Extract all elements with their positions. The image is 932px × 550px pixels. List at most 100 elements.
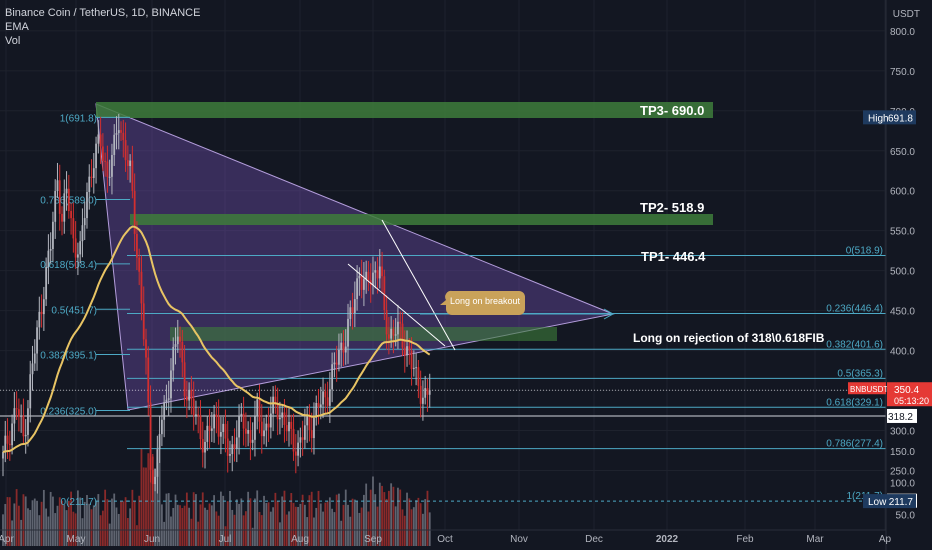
time-tick-label: Mar [806,534,824,545]
volume-bar [235,499,238,546]
candle-body [324,391,327,398]
volume-bar [408,498,411,546]
candle-body [195,414,197,416]
volume-bar [185,492,188,546]
fib-left-label: 0.5(451.7) [51,305,97,316]
candle-body [11,423,13,446]
volume-bar [315,507,318,546]
chart-legend: Binance Coin / TetherUS, 1D, BINANCE EMA… [5,6,200,48]
candle-body [276,404,279,420]
candle-body [160,419,163,435]
candle-body [272,396,275,414]
volume-bar [215,511,218,546]
candle-body [6,435,9,444]
candle-body [328,389,331,406]
tp1-label: TP1- 446.4 [641,249,706,264]
candle-body [95,143,97,169]
fib-right-label: 0.5(365.3) [837,368,883,379]
volume-bar [288,511,290,546]
time-tick-label: Jun [144,534,160,545]
volume-bar [22,494,25,546]
volume-bar [292,502,295,546]
symbol-title[interactable]: Binance Coin / TetherUS, 1D, BINANCE [5,7,201,19]
candle-body [42,299,45,315]
volume-bar [406,492,408,546]
volume-bar [249,498,252,546]
candle-body [310,430,313,439]
time-tick-label: Ap [879,534,892,545]
candle-body [288,421,290,432]
volume-bar [140,448,143,546]
volume-bar [281,496,284,546]
volume-bar [387,490,390,546]
volume-bar [52,496,54,546]
candle-body [258,399,261,422]
volume-bar [374,494,377,546]
volume-bar [15,489,18,546]
candle-body [322,391,324,405]
candle-body [372,272,374,286]
volume-bar [322,511,324,546]
long-rejection-label: Long on rejection of 318\0.618FIB [633,331,825,345]
volume-bar [188,507,191,546]
volume-bar [299,503,302,546]
volume-bar [190,518,193,546]
candle-body [49,249,52,251]
candle-body [54,191,57,222]
candle-body [83,218,86,226]
candle-body [367,271,370,281]
candle-body [406,346,408,356]
candle-body [185,396,188,401]
volume-bar [283,490,286,546]
candle-body [156,449,159,477]
time-axis[interactable]: Apr May Jun Jul Aug Sep Oct Nov Dec 2022 Feb Mar Ap [0,529,892,545]
volume-bar [306,517,309,546]
candle-body [387,334,390,339]
volume-bar [38,515,41,546]
fib-right-label: 0(518.9) [846,246,883,257]
volume-bar [338,493,340,546]
candle-body [349,307,352,319]
time-tick-label: Sep [364,534,382,545]
volume-bar [358,512,361,546]
candle-body [326,397,329,406]
volume-bar [145,467,147,546]
volume-bar [224,526,227,546]
volume-bar [265,503,268,546]
candle-body [338,349,340,365]
volume-bar [324,502,327,546]
volume-bar [424,499,427,546]
volume-bar [276,501,279,546]
candle-body [283,412,286,426]
candle-body [308,416,311,431]
fib-left-label: 0.236(325.0) [40,407,97,418]
candle-body [347,318,349,347]
last-symbol-box [848,382,886,395]
volume-bar [47,516,50,546]
price-tick-label: 800.0 [890,27,915,38]
candle-body [417,367,420,386]
volume-bar [42,489,45,546]
candle-body [204,441,206,453]
volume-bar [220,491,222,546]
volume-bar [383,492,386,546]
candle-body [383,276,386,311]
candle-body [319,404,322,408]
candle-body [113,134,116,155]
volume-indicator-label[interactable]: Vol [5,35,21,47]
volume-bar [92,505,95,546]
ema-indicator-label[interactable]: EMA [5,21,29,33]
volume-bar [399,489,402,546]
volume-bar [81,518,84,546]
candle-body [419,385,422,404]
candle-body [222,423,225,433]
candle-body [77,254,79,258]
volume-bar [303,504,306,546]
volume-bar [147,453,150,546]
volume-bar [179,505,181,546]
candle-body [229,454,231,456]
entry-zone [170,327,557,341]
volume-bar [63,504,66,546]
volume-bar [163,521,166,546]
